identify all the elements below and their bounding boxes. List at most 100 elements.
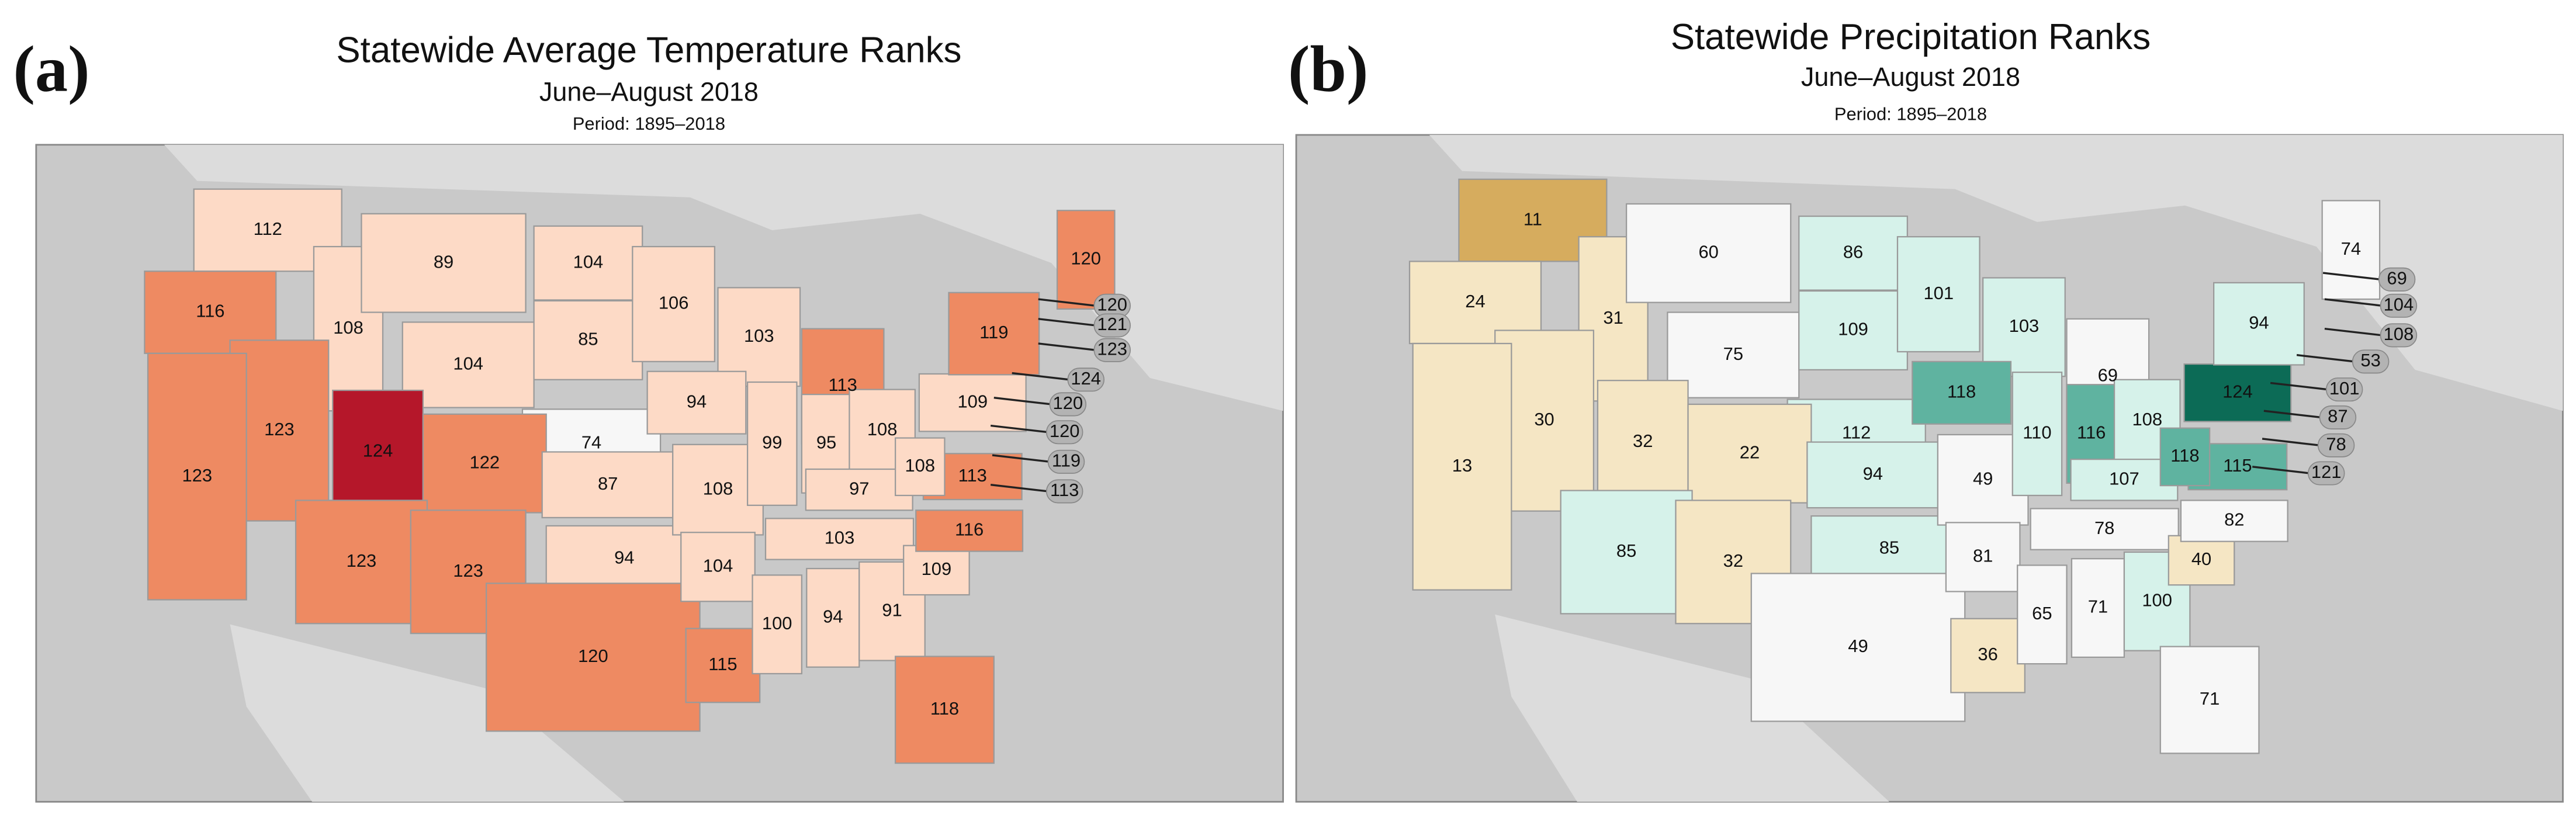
state: [2159, 427, 2211, 487]
callout-rank: 87: [2328, 406, 2348, 427]
state-rank: 40: [2191, 549, 2211, 569]
state-rank: 32: [1633, 431, 1653, 451]
leader-line: [990, 484, 1048, 493]
leader-line: [1038, 298, 1096, 307]
state-rank: 107: [2109, 468, 2139, 488]
leader-line: [992, 454, 1050, 463]
state-rank: 109: [1838, 319, 1868, 339]
leader-line: [2324, 298, 2383, 307]
state: [918, 373, 1027, 432]
state: [2213, 282, 2305, 366]
state-rank: 99: [762, 432, 782, 453]
state-rank: 123: [264, 419, 295, 439]
state-map: 112 116 108 89 104 104 85 74 106 103 113 94 123 123 12…: [144, 188, 1131, 764]
state-rank: 113: [829, 375, 857, 395]
state-rank: 118: [2170, 445, 2199, 466]
state-rank: 108: [867, 419, 898, 439]
callout-rank: 123: [1097, 338, 1127, 359]
state: [948, 292, 1040, 376]
state: [1625, 203, 1792, 303]
state-rank: 123: [453, 560, 483, 581]
state-rank: 108: [333, 317, 363, 338]
state-rank: 94: [1863, 463, 1883, 484]
state-rank: 32: [1723, 550, 1743, 571]
state-rank: 31: [1603, 307, 1623, 328]
state-rank: 112: [254, 219, 282, 239]
state: [685, 628, 761, 703]
leader-line: [2263, 410, 2322, 419]
state-rank: 103: [825, 528, 855, 548]
state-rank: 91: [882, 599, 902, 620]
state-rank: 86: [1843, 241, 1863, 262]
state: [2168, 535, 2235, 586]
state-rank: 101: [1923, 283, 1954, 303]
state: [295, 500, 428, 625]
state-rank: 104: [703, 555, 733, 576]
state-rank: 103: [2009, 316, 2040, 336]
callout-badge: [2352, 349, 2390, 374]
state-rank: 108: [905, 455, 935, 476]
state: [717, 287, 801, 387]
state-rank: 103: [744, 325, 774, 346]
state-rank: 109: [957, 391, 988, 411]
state-rank: 123: [347, 550, 377, 571]
callout-rank: 121: [1097, 314, 1127, 334]
state-rank: 71: [2200, 688, 2220, 709]
state-rank: 116: [955, 519, 984, 540]
state: [422, 413, 547, 514]
state: [147, 352, 247, 601]
state-rank: 112: [1842, 422, 1871, 443]
state-rank: 36: [1978, 644, 1997, 664]
callout-rank: 101: [2329, 378, 2360, 398]
leader-line: [993, 397, 1052, 405]
leader-line: [2322, 272, 2381, 280]
state-rank: 74: [581, 432, 601, 453]
state-rank: 118: [930, 698, 959, 719]
state: [361, 213, 527, 313]
state: [545, 525, 703, 592]
state: [903, 545, 970, 596]
callout-badge: [2325, 377, 2363, 402]
state: [680, 532, 756, 602]
state-rank: 95: [816, 432, 836, 453]
state-rank: 113: [958, 465, 987, 486]
panel-label: (b): [1288, 33, 1368, 105]
state-rank: 100: [2142, 590, 2172, 610]
callout-badge: [2319, 405, 2357, 429]
state-map: 11 24 31 60 75 86 109 112 101 103 69 118 30 13 32 22 85 3…: [1408, 178, 2418, 754]
state-rank: 120: [1071, 248, 1101, 269]
state: [2030, 508, 2179, 550]
callout-rank: 124: [1071, 368, 1101, 389]
state: [2321, 200, 2381, 300]
state: [1810, 515, 1968, 583]
state: [806, 567, 860, 668]
callout-rank: 78: [2326, 434, 2346, 454]
state-rank: 94: [687, 391, 707, 411]
state-rank: 124: [363, 441, 393, 461]
state: [1950, 618, 2026, 694]
callout-badge: [2380, 323, 2418, 348]
callout-rank: 120: [1050, 421, 1080, 441]
state-rank: 120: [578, 646, 608, 666]
state-rank: 115: [708, 654, 737, 674]
state: [2159, 646, 2260, 754]
state: [485, 583, 701, 732]
state: [894, 437, 946, 497]
callout-badge: [2380, 293, 2418, 318]
callout-rank: 121: [2311, 462, 2342, 482]
callout-rank: 53: [2360, 350, 2380, 370]
state: [764, 518, 915, 560]
panel-a-header: (a) Statewide Average Temperature Ranks …: [13, 30, 961, 134]
state-rank: 94: [823, 606, 843, 627]
state-rank: 118: [1947, 381, 1976, 401]
callout-badge: [1045, 479, 1083, 504]
leader-line: [2324, 327, 2383, 337]
state-rank: 104: [573, 251, 604, 272]
state-rank: 108: [2132, 409, 2162, 429]
state: [1945, 522, 2021, 592]
state-rank: 104: [453, 353, 483, 374]
leader-line: [2270, 382, 2328, 391]
state: [2017, 564, 2068, 665]
leader-line: [1038, 342, 1096, 351]
